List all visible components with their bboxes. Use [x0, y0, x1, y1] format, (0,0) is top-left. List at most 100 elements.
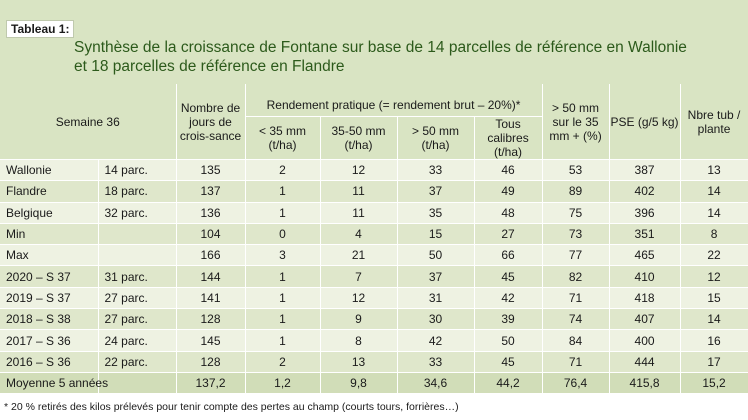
row-parcels: 27 parc.: [98, 286, 177, 309]
table-cell: 7: [320, 265, 398, 288]
table-cell: 13: [320, 350, 398, 373]
table-cell: 49: [474, 180, 543, 203]
table-row: Min 104 0 4 15 27 73 351 8: [0, 222, 748, 245]
table-cell: 128: [176, 350, 246, 373]
table-cell: 71: [542, 350, 610, 373]
table-cell: 75: [542, 201, 610, 224]
table-cell: 27: [474, 222, 543, 245]
table-cell: 21: [320, 244, 398, 266]
table-cell: 14: [680, 201, 748, 224]
header-gt50: > 50 mm (t/ha): [396, 116, 475, 160]
table-cell: 37: [397, 265, 475, 288]
row-parcels: [98, 244, 177, 266]
table-cell: 30: [397, 308, 475, 330]
table-label: Tableau 1:: [6, 20, 75, 38]
table-cell: 50: [474, 329, 543, 352]
table-cell: 351: [609, 222, 681, 245]
row-label: Max: [0, 244, 99, 266]
table-cell: 135: [176, 158, 246, 181]
table-cell: 45: [474, 350, 543, 373]
table-cell: 76,4: [542, 371, 610, 394]
table-row: Moyenne 5 années 137,2 1,2 9,8 34,6 44,2 76,4 4…: [0, 371, 748, 394]
table-cell: 12: [320, 158, 398, 181]
table-row: Belgique 32 parc. 136 1 11 35 48 75 396 14: [0, 201, 748, 224]
table-cell: 74: [542, 308, 610, 330]
row-parcels: [98, 371, 177, 394]
table-row: 2018 – S 38 27 parc. 128 1 9 30 39 74 407 14: [0, 308, 748, 330]
table-cell: 2: [245, 350, 321, 373]
table-row: 2020 – S 37 31 parc. 144 1 7 37 45 82 410 12: [0, 265, 748, 288]
table-cell: 22: [680, 244, 748, 266]
table-cell: 4: [320, 222, 398, 245]
row-parcels: 18 parc.: [98, 180, 177, 203]
table-cell: 415,8: [609, 371, 681, 394]
table-row: 2016 – S 36 22 parc. 128 2 13 33 45 71 444 17: [0, 350, 748, 373]
table-cell: 12: [320, 286, 398, 309]
table-row: Flandre 18 parc. 137 1 11 37 49 89 402 14: [0, 180, 748, 203]
table-cell: 1: [245, 265, 321, 288]
table-cell: 402: [609, 180, 681, 203]
table-cell: 2: [245, 158, 321, 181]
table-cell: 48: [474, 201, 543, 224]
table-cell: 8: [320, 329, 398, 352]
table-cell: 136: [176, 201, 246, 224]
table-cell: 1: [245, 308, 321, 330]
table-cell: 144: [176, 265, 246, 288]
table-cell: 141: [176, 286, 246, 309]
header-rendement-group: Rendement pratique (= rendement brut – 2…: [245, 84, 543, 117]
table-cell: 137: [176, 180, 246, 203]
table-cell: 15: [680, 286, 748, 309]
table-cell: 14: [680, 180, 748, 203]
table-body: Wallonie 14 parc. 135 2 12 33 46 53 387 13 Flandre…: [0, 158, 748, 394]
table-cell: 400: [609, 329, 681, 352]
table-cell: 82: [542, 265, 610, 288]
table-row: 2017 – S 36 24 parc. 145 1 8 42 50 84 400 16: [0, 329, 748, 352]
table-cell: 42: [474, 286, 543, 309]
table-title: Synthèse de la croissance de Fontane sur…: [74, 38, 734, 76]
table-cell: 34,6: [397, 371, 475, 394]
table-cell: 73: [542, 222, 610, 245]
table-cell: 77: [542, 244, 610, 266]
table-cell: 12: [680, 265, 748, 288]
table-cell: 9: [320, 308, 398, 330]
row-parcels: [98, 222, 177, 245]
table-cell: 66: [474, 244, 543, 266]
row-parcels: 31 parc.: [98, 265, 177, 288]
table-cell: 14: [680, 308, 748, 330]
row-parcels: 14 parc.: [98, 158, 177, 181]
table-cell: 31: [397, 286, 475, 309]
row-parcels: 24 parc.: [98, 329, 177, 352]
table-cell: 3: [245, 244, 321, 266]
table-cell: 9,8: [320, 371, 398, 394]
table-cell: 418: [609, 286, 681, 309]
header-tous-calibres: Tous calibres (t/ha): [473, 116, 543, 160]
row-label: 2018 – S 38: [0, 308, 99, 330]
row-label: Belgique: [0, 201, 99, 224]
table-cell: 37: [397, 180, 475, 203]
table-cell: 35: [397, 201, 475, 224]
row-parcels: 22 parc.: [98, 350, 177, 373]
table-cell: 11: [320, 201, 398, 224]
table-cell: 71: [542, 286, 610, 309]
table-cell: 42: [397, 329, 475, 352]
row-label: 2017 – S 36: [0, 329, 99, 352]
header-35-50: 35-50 mm (t/ha): [319, 116, 398, 160]
table-cell: 0: [245, 222, 321, 245]
table-row: 2019 – S 37 27 parc. 141 1 12 31 42 71 418 15: [0, 286, 748, 309]
table-row: Wallonie 14 parc. 135 2 12 33 46 53 387 13: [0, 158, 748, 181]
table-cell: 137,2: [176, 371, 246, 394]
table-cell: 33: [397, 350, 475, 373]
row-label: 2020 – S 37: [0, 265, 99, 288]
table-cell: 15: [397, 222, 475, 245]
title-line-2: et 18 parcelles de référence en Flandre: [74, 58, 345, 75]
table-cell: 396: [609, 201, 681, 224]
row-label: Wallonie: [0, 158, 99, 181]
row-label: 2019 – S 37: [0, 286, 99, 309]
header-nbre-tub: Nbre tub / plante: [680, 84, 748, 160]
footnote: * 20 % retirés des kilos prélevés pour t…: [4, 401, 459, 413]
table-cell: 45: [474, 265, 543, 288]
table-cell: 53: [542, 158, 610, 181]
row-label: 2016 – S 36: [0, 350, 99, 373]
table-cell: 465: [609, 244, 681, 266]
